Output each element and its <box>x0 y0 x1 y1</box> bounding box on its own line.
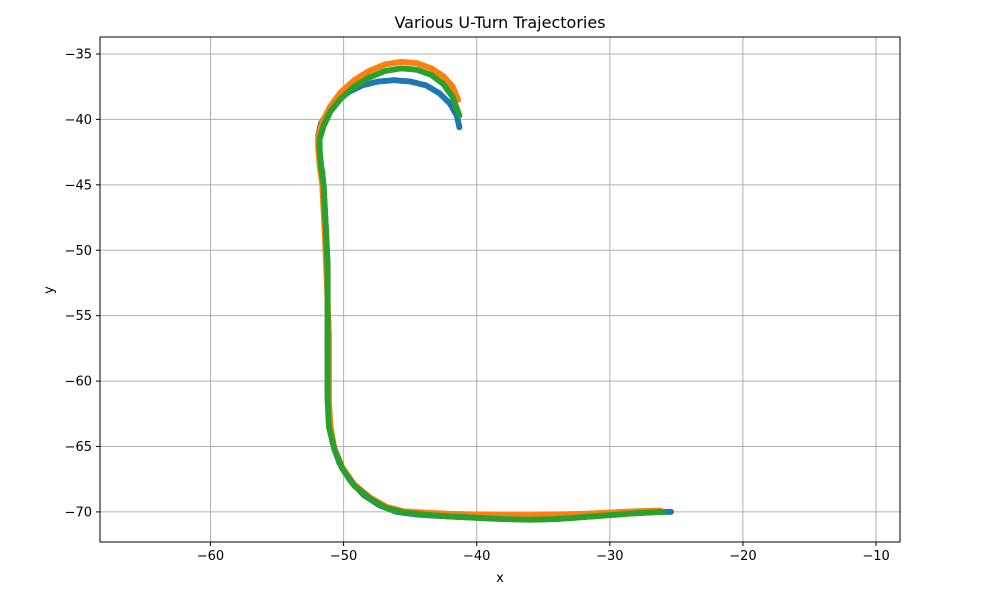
x-axis-label: x <box>496 571 504 586</box>
grid <box>100 37 900 542</box>
y-tick-label: −35 <box>65 48 92 63</box>
x-tick-label: −10 <box>862 549 889 564</box>
axis-ticks: −60 −50 −40 −30 −20 −10 −35 −40 −45 −50 −55 −60 −65 −… <box>65 48 890 564</box>
plot-area <box>315 58 675 523</box>
y-tick-label: −70 <box>65 505 92 520</box>
y-tick-label: −45 <box>65 178 92 193</box>
y-tick-label: −50 <box>65 244 92 259</box>
x-tick-label: −50 <box>330 549 357 564</box>
series-3 <box>316 65 667 523</box>
axes-frame <box>99 36 901 543</box>
y-tick-label: −40 <box>65 113 92 128</box>
y-axis-label: y <box>42 286 57 294</box>
x-tick-label: −40 <box>463 549 490 564</box>
y-tick-label: −60 <box>65 375 92 390</box>
y-tick-label: −65 <box>65 440 92 455</box>
chart-title: Various U-Turn Trajectories <box>394 13 605 32</box>
data-point <box>456 124 463 131</box>
x-tick-label: −20 <box>729 549 756 564</box>
x-tick-label: −30 <box>596 549 623 564</box>
y-tick-label: −55 <box>65 309 92 324</box>
x-tick-label: −60 <box>197 549 224 564</box>
data-point <box>456 112 463 119</box>
